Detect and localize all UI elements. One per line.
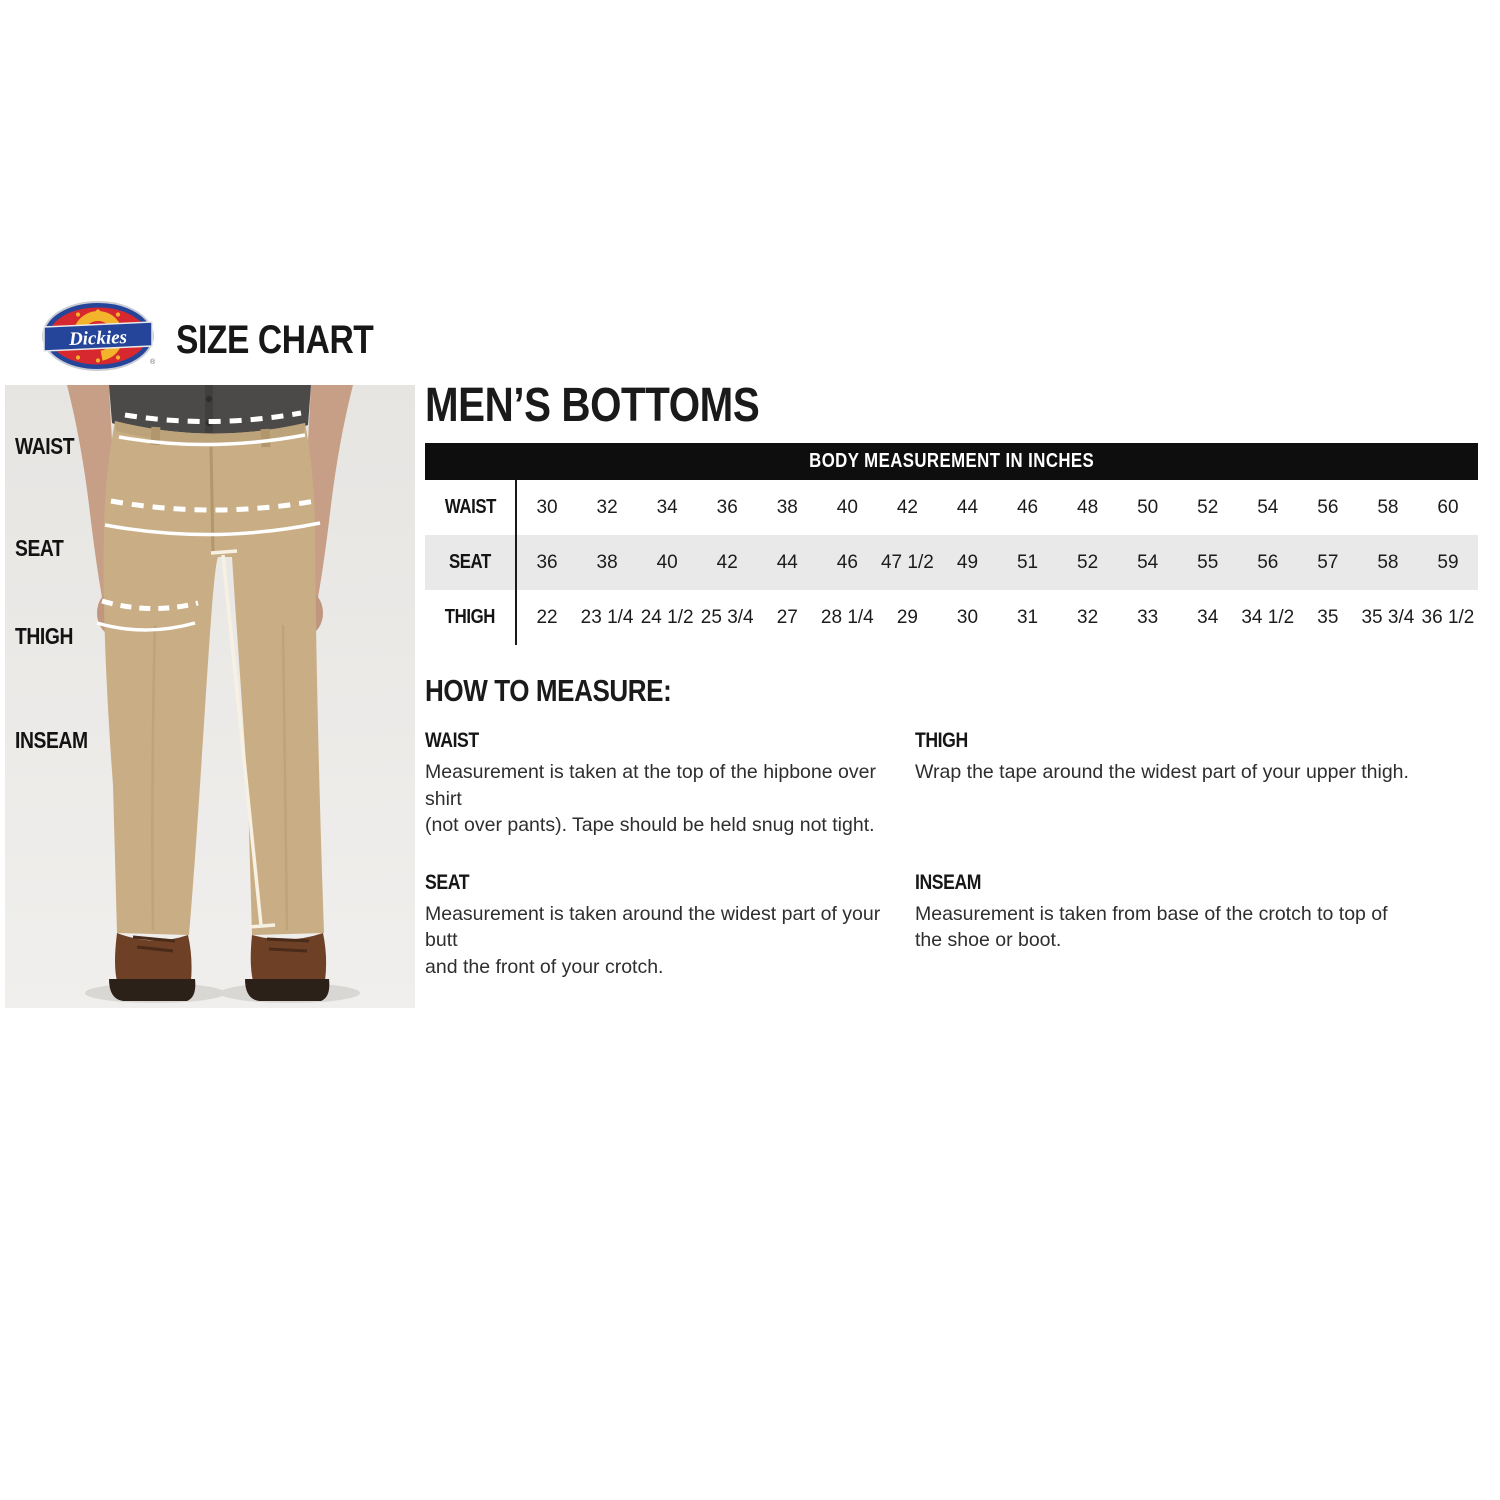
size-value: 46 bbox=[836, 551, 858, 573]
size-value: 58 bbox=[1377, 551, 1399, 573]
measure-item-thigh: THIGH Wrap the tape around the widest par… bbox=[915, 729, 1478, 839]
page-title: SIZE CHART bbox=[176, 318, 374, 362]
measure-item-text: Measurement is taken from base of the cr… bbox=[915, 902, 1388, 952]
photo-label-waist: WAIST bbox=[15, 433, 75, 459]
row-values: 36 38 40 42 44 46 47 1/2 49 51 52 54 55 56 57 58 59 bbox=[515, 535, 1478, 590]
size-value: 40 bbox=[656, 551, 678, 573]
size-table-row-seat: SEAT 36 38 40 42 44 46 47 1/2 49 51 52 54 55 56 57 58 59 bbox=[425, 535, 1478, 590]
brand-header: Dickies ® SIZE CHART bbox=[40, 300, 411, 374]
size-value: 35 3/4 bbox=[1361, 606, 1415, 628]
size-value: 54 bbox=[1257, 496, 1279, 518]
size-value: 34 bbox=[1197, 606, 1219, 628]
size-chart-content: MEN’S BOTTOMS BODY MEASUREMENT IN INCHES… bbox=[425, 382, 1478, 1012]
size-value: 51 bbox=[1016, 551, 1039, 573]
size-value: 22 bbox=[536, 606, 558, 628]
how-to-measure-title: HOW TO MEASURE: bbox=[425, 673, 672, 708]
size-value: 35 bbox=[1317, 606, 1339, 628]
size-value: 36 bbox=[716, 496, 738, 518]
measure-item-text: Measurement is taken at the top of the h… bbox=[425, 761, 876, 837]
table-header-bar: BODY MEASUREMENT IN INCHES bbox=[425, 443, 1478, 480]
size-value: 42 bbox=[896, 496, 918, 518]
size-value: 40 bbox=[836, 496, 858, 518]
size-value: 46 bbox=[1016, 496, 1039, 518]
size-value: 24 1/2 bbox=[640, 606, 694, 628]
size-value: 56 bbox=[1257, 551, 1279, 573]
dickies-logo-text: Dickies bbox=[68, 327, 128, 350]
size-table: WAIST 30 32 34 36 38 40 42 44 46 48 50 52 54 56 58 60 SEA… bbox=[425, 480, 1478, 645]
measure-item-label: THIGH bbox=[915, 729, 968, 752]
row-label: SEAT bbox=[449, 551, 491, 573]
shirt bbox=[109, 385, 311, 442]
fit-model-photo: WAIST SEAT THIGH INSEAM bbox=[5, 385, 415, 1008]
measure-item-label: SEAT bbox=[425, 870, 470, 894]
size-value: 49 bbox=[956, 551, 979, 573]
size-value: 36 1/2 bbox=[1421, 606, 1475, 628]
row-values: 22 23 1/4 24 1/2 25 3/4 27 28 1/4 29 30 31 32 33 34… bbox=[515, 590, 1478, 645]
size-value: 58 bbox=[1377, 496, 1399, 518]
size-value: 27 bbox=[776, 606, 798, 628]
size-value: 59 bbox=[1437, 551, 1459, 573]
svg-text:®: ® bbox=[150, 358, 156, 366]
size-value: 50 bbox=[1137, 496, 1159, 518]
photo-label-seat: SEAT bbox=[15, 535, 64, 561]
size-value: 30 bbox=[536, 496, 558, 518]
size-table-row-thigh: THIGH 22 23 1/4 24 1/2 25 3/4 27 28 1/4 29 30 31 3… bbox=[425, 590, 1478, 645]
size-value: 23 1/4 bbox=[580, 606, 634, 628]
size-value: 42 bbox=[716, 551, 738, 573]
size-value: 31 bbox=[1016, 606, 1039, 628]
photo-label-inseam: INSEAM bbox=[15, 727, 88, 753]
measure-item-text: Wrap the tape around the widest part of … bbox=[915, 761, 1409, 783]
how-to-measure-grid: WAIST Measurement is taken at the top of … bbox=[425, 729, 1478, 1012]
size-value: 57 bbox=[1317, 551, 1339, 573]
size-value: 34 1/2 bbox=[1241, 606, 1295, 628]
measure-item-waist: WAIST Measurement is taken at the top of … bbox=[425, 729, 915, 839]
size-value: 47 1/2 bbox=[880, 551, 934, 573]
size-value: 36 bbox=[536, 551, 558, 573]
section-title: MEN’S BOTTOMS bbox=[425, 379, 760, 432]
size-value: 55 bbox=[1197, 551, 1219, 573]
measure-item-inseam: INSEAM Measurement is taken from base of … bbox=[915, 871, 1478, 981]
measure-item-label: INSEAM bbox=[915, 870, 982, 894]
size-value: 25 3/4 bbox=[700, 606, 754, 628]
measure-item-label: WAIST bbox=[425, 729, 479, 752]
size-value: 32 bbox=[596, 496, 618, 518]
size-value: 32 bbox=[1077, 606, 1099, 628]
size-value: 52 bbox=[1077, 551, 1099, 573]
row-values: 30 32 34 36 38 40 42 44 46 48 50 52 54 56 58 60 bbox=[515, 480, 1478, 535]
size-table-row-waist: WAIST 30 32 34 36 38 40 42 44 46 48 50 52 54 56 58 60 bbox=[425, 480, 1478, 535]
size-value: 29 bbox=[896, 606, 918, 628]
measure-item-text: Measurement is taken around the widest p… bbox=[425, 902, 881, 978]
row-label: WAIST bbox=[444, 496, 496, 518]
size-value: 38 bbox=[596, 551, 618, 573]
row-label: THIGH bbox=[444, 606, 496, 628]
size-value: 30 bbox=[956, 606, 979, 628]
size-value: 48 bbox=[1077, 496, 1099, 518]
size-value: 34 bbox=[656, 496, 678, 518]
model-illustration bbox=[5, 385, 415, 1008]
size-value: 44 bbox=[776, 551, 798, 573]
photo-label-thigh: THIGH bbox=[15, 623, 74, 649]
size-value: 54 bbox=[1137, 551, 1159, 573]
measurement-lines bbox=[96, 410, 321, 929]
dickies-logo-icon: Dickies ® bbox=[42, 301, 156, 371]
size-value: 44 bbox=[956, 496, 979, 518]
inseam-line bbox=[210, 549, 276, 929]
size-value: 28 1/4 bbox=[820, 606, 874, 628]
table-header-text: BODY MEASUREMENT IN INCHES bbox=[808, 450, 1095, 472]
measure-item-seat: SEAT Measurement is taken around the wide… bbox=[425, 871, 915, 981]
pants bbox=[103, 421, 325, 935]
size-value: 38 bbox=[776, 496, 798, 518]
size-value: 52 bbox=[1197, 496, 1219, 518]
boots bbox=[109, 933, 330, 1001]
size-value: 60 bbox=[1437, 496, 1459, 518]
size-value: 33 bbox=[1137, 606, 1159, 628]
size-value: 56 bbox=[1317, 496, 1339, 518]
